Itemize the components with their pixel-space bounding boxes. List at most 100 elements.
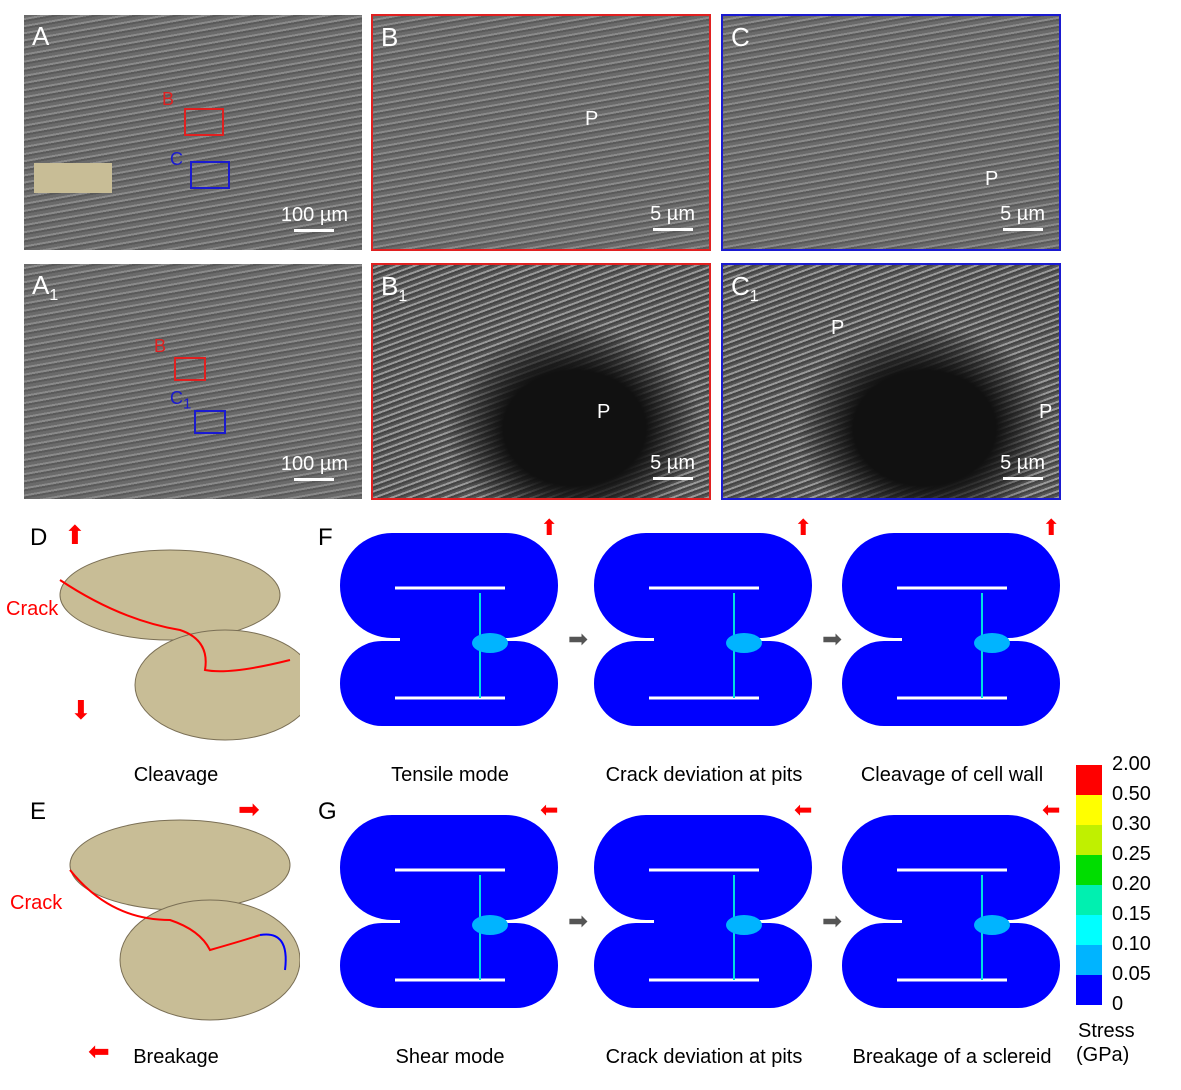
- colorbar-swatch: [1076, 825, 1102, 855]
- colorbar-swatch: [1076, 945, 1102, 975]
- load-left-arrow-icon: ⬅: [794, 797, 813, 822]
- caption-g2: Crack deviation at pits: [605, 1046, 803, 1068]
- panel-label: B: [381, 22, 399, 52]
- colorbar-tick-label: 0.15: [1112, 903, 1151, 925]
- model-bottom-lobe: [340, 923, 558, 1008]
- model-top-lobe: [842, 533, 1060, 638]
- model-top-lobe: [842, 815, 1060, 920]
- panel-a-sem: A B C 100 µm: [24, 15, 362, 250]
- stress-model: [842, 533, 1060, 726]
- colorbar-unit: (GPa): [1076, 1044, 1130, 1066]
- panel-b1-sem: B1 P 5 µm: [371, 263, 711, 500]
- scale-bar: 5 µm: [650, 452, 695, 480]
- model-bottom-lobe: [594, 923, 812, 1008]
- sclereid-model-cleavage: [59, 549, 300, 741]
- model-bottom-lobe: [842, 641, 1060, 726]
- colorbar-title: Stress: [1078, 1020, 1135, 1042]
- scale-bar: 100 µm: [281, 204, 348, 232]
- box-b-label: B: [162, 89, 175, 109]
- box-c-label: C: [170, 149, 183, 169]
- panel-c1-sem: C1 P P 5 µm: [721, 263, 1061, 500]
- colorbar-swatch: [1076, 765, 1102, 795]
- model-top-lobe: [340, 533, 558, 638]
- panel-g-label: G: [318, 798, 337, 825]
- colorbar-swatch: [1076, 795, 1102, 825]
- scale-bar: 5 µm: [1000, 452, 1045, 480]
- colorbar-tick-label: 0.20: [1112, 873, 1151, 895]
- stress-zone: [472, 633, 508, 653]
- panel-label: C: [731, 22, 750, 52]
- box-c: [194, 410, 226, 434]
- load-up-arrow-icon: ⬆: [794, 515, 813, 540]
- model-top-lobe: [594, 533, 812, 638]
- panel-e-label: E: [30, 798, 47, 825]
- panel-b-sem: B P 5 µm: [371, 14, 711, 251]
- model-top-lobe: [340, 815, 558, 920]
- panel-label: C1: [731, 271, 759, 306]
- stress-zone: [472, 915, 508, 935]
- panel-c-sem: C P 5 µm: [721, 14, 1061, 251]
- model-top-lobe: [594, 815, 812, 920]
- colorbar-swatch: [1076, 975, 1102, 1005]
- model-bottom-lobe: [340, 641, 558, 726]
- panel-a1-sem: A1 B C1 100 µm: [24, 264, 362, 499]
- stress-model: [842, 815, 1060, 1008]
- label-main: C: [731, 271, 750, 301]
- box-c-main: C: [170, 388, 183, 408]
- colorbar-swatch: [1076, 915, 1102, 945]
- caption-cleavage: Cleavage: [133, 764, 219, 786]
- load-up-arrow-icon: ⬆: [1042, 515, 1061, 540]
- panel-label: A: [32, 21, 50, 51]
- model-inset: [34, 163, 112, 193]
- stress-model: [340, 815, 558, 1008]
- box-b: [174, 357, 206, 381]
- load-left-arrow-icon: ⬅: [540, 797, 559, 822]
- stress-model: [340, 533, 558, 726]
- load-left-arrow-icon: ⬅: [1042, 797, 1061, 822]
- box-c-sub: 1: [183, 395, 192, 413]
- crack-label: Crack: [6, 598, 59, 620]
- panel-label: A1: [32, 270, 58, 305]
- colorbar-tick-label: 0.30: [1112, 813, 1151, 835]
- panel-d-label: D: [30, 524, 48, 551]
- stress-zone: [726, 915, 762, 935]
- colorbar-swatch: [1076, 885, 1102, 915]
- scale-bar: 5 µm: [1000, 203, 1045, 231]
- crack-label: Crack: [10, 892, 63, 914]
- scale-bar: 5 µm: [650, 203, 695, 231]
- arrow-up-icon: ⬆: [64, 520, 86, 550]
- scale-bar: 100 µm: [281, 453, 348, 481]
- stress-model: [594, 815, 812, 1008]
- load-up-arrow-icon: ⬆: [540, 515, 559, 540]
- model-bottom-lobe: [594, 641, 812, 726]
- next-step-arrow-icon: ➡: [568, 908, 589, 935]
- stress-zone: [726, 633, 762, 653]
- colorbar-tick-label: 0.25: [1112, 843, 1151, 865]
- sclereid-model-breakage: [69, 819, 300, 1021]
- label-sub: 1: [749, 288, 759, 306]
- caption-f2: Crack deviation at pits: [605, 764, 803, 786]
- box-b-label: B: [154, 336, 167, 356]
- pit-label: P: [1039, 401, 1053, 423]
- model-bottom-lobe: [842, 923, 1060, 1008]
- pit-label: P: [831, 317, 845, 339]
- box-c-label: C1: [170, 388, 191, 413]
- colorbar-tick-label: 2.00: [1112, 753, 1151, 775]
- colorbar-tick-label: 0: [1112, 993, 1124, 1015]
- next-step-arrow-icon: ➡: [822, 908, 843, 935]
- stress-zone: [974, 915, 1010, 935]
- pit-label: P: [985, 168, 999, 190]
- panel-label: B1: [381, 271, 407, 306]
- pit-label: P: [597, 401, 611, 423]
- caption-g3: Breakage of a sclereid: [852, 1046, 1052, 1068]
- pit-label: P: [585, 108, 599, 130]
- label-main: B: [381, 271, 399, 301]
- box-b: [184, 108, 224, 136]
- next-step-arrow-icon: ➡: [822, 626, 843, 653]
- arrow-left-icon: ⬅: [88, 1036, 110, 1066]
- colorbar-tick-label: 0.05: [1112, 963, 1151, 985]
- label-sub: 1: [398, 288, 408, 306]
- caption-f1: Tensile mode: [391, 764, 509, 786]
- caption-breakage: Breakage: [133, 1046, 219, 1068]
- colorbar-tick-label: 0.10: [1112, 933, 1151, 955]
